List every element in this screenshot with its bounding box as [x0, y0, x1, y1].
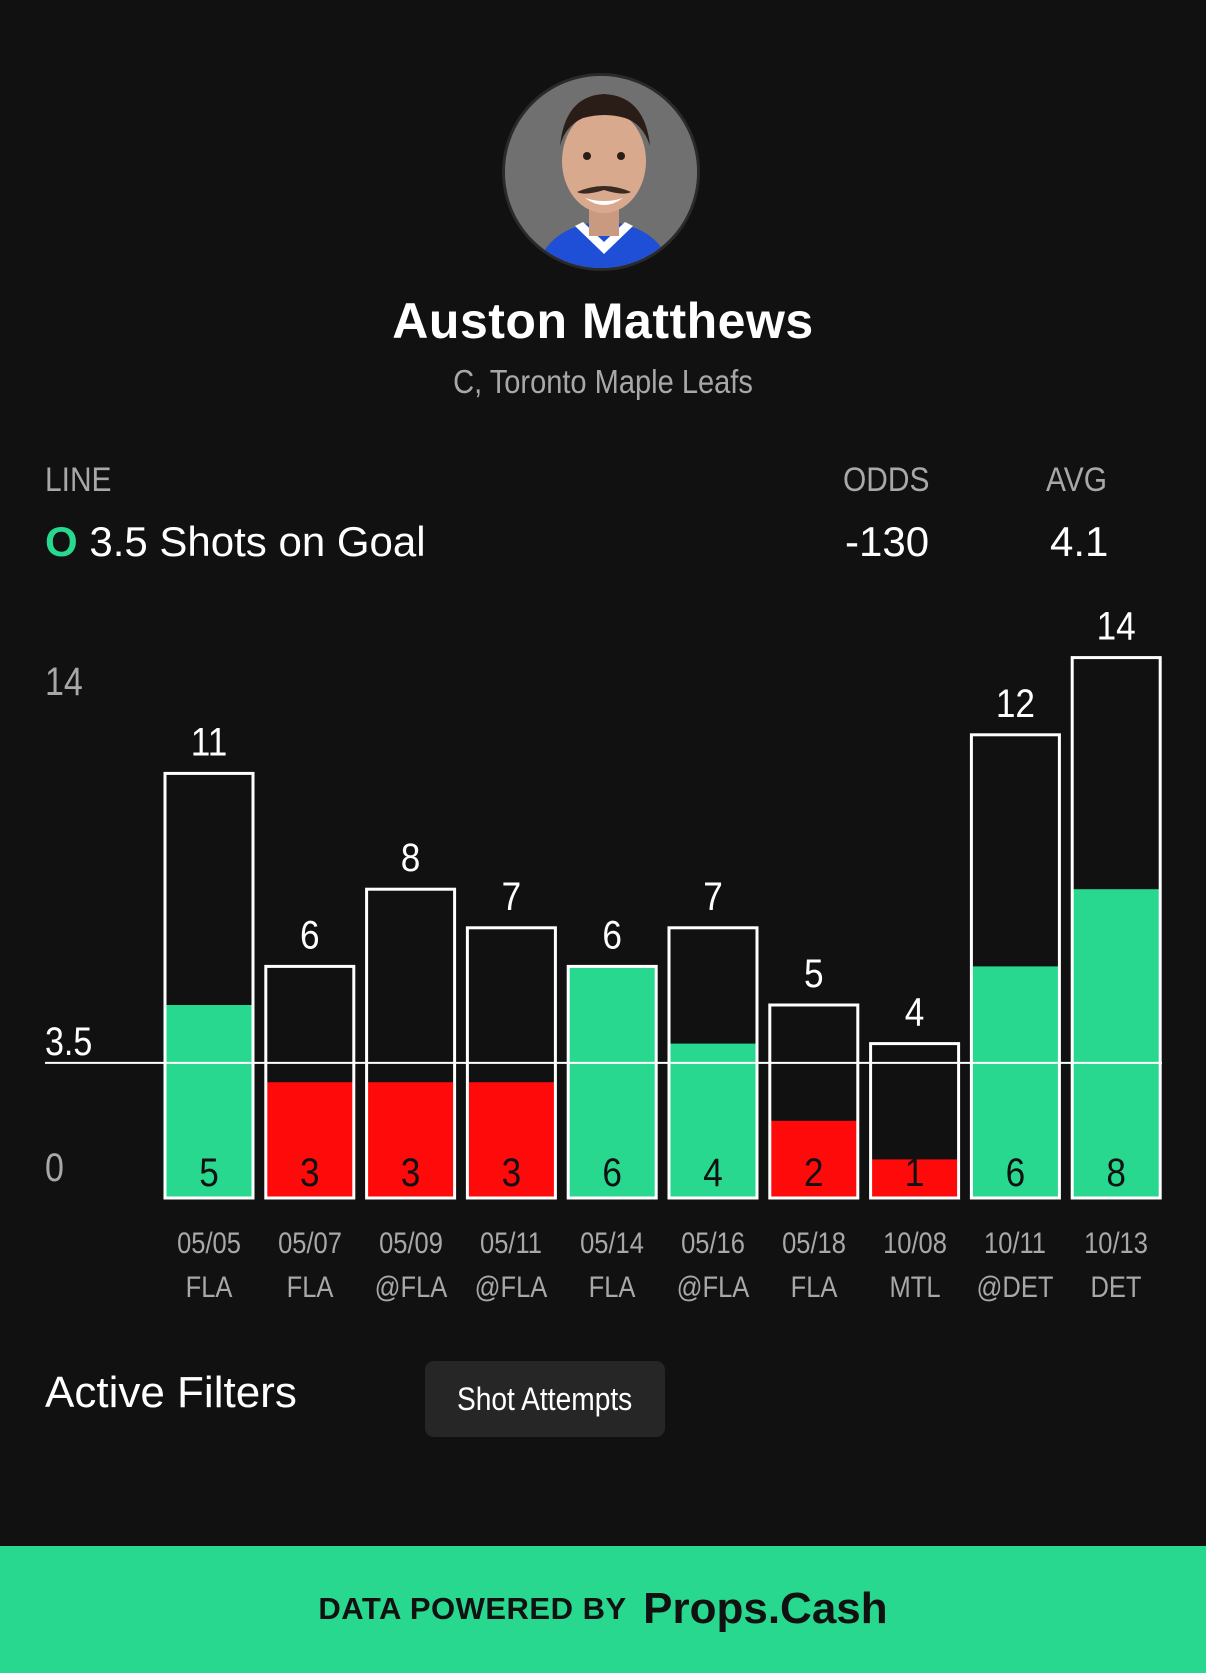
- sog-label-0: 5: [199, 1150, 219, 1195]
- odds-value: -130: [845, 518, 930, 565]
- sog-bar-1: [265, 1082, 354, 1198]
- x-label-9: 10/13 DET: [1075, 1222, 1157, 1310]
- x-label-opponent: @DET: [976, 1271, 1054, 1304]
- x-label-opponent: @FLA: [475, 1271, 548, 1304]
- player-position-team: C, Toronto Maple Leafs: [453, 363, 753, 400]
- attempts-label-7: 4: [905, 990, 925, 1035]
- attempts-label-9: 14: [1097, 604, 1136, 649]
- x-label-opponent: DET: [1090, 1271, 1142, 1304]
- sog-label-8: 6: [1006, 1150, 1026, 1195]
- x-label-opponent: MTL: [889, 1271, 941, 1304]
- x-label-date: 10/08: [882, 1227, 947, 1260]
- footer-banner: DATA POWERED BY Props.Cash: [0, 1546, 1206, 1673]
- sog-label-5: 4: [703, 1150, 723, 1195]
- sog-label-3: 3: [502, 1150, 522, 1195]
- attempts-label-0: 11: [191, 719, 228, 764]
- footer-brand: Props.Cash: [643, 1584, 888, 1633]
- attempts-bar-5: [667, 926, 759, 1200]
- player-name: Auston Matthews: [392, 293, 814, 349]
- attempts-label-5: 7: [703, 874, 723, 919]
- x-label-date: 05/11: [480, 1227, 543, 1260]
- sog-label-1: 3: [300, 1150, 320, 1195]
- sog-bar-5: [669, 1043, 757, 1198]
- x-label-1: 05/07 FLA: [269, 1222, 351, 1310]
- attempts-label-4: 6: [602, 912, 622, 957]
- attempts-bar-7: [869, 1042, 961, 1200]
- attempts-bar-8: [969, 733, 1061, 1200]
- sog-label-9: 8: [1106, 1150, 1126, 1195]
- line-threshold-label: 3.5: [45, 1020, 93, 1064]
- filter-chip-shot-attempts[interactable]: Shot Attempts: [425, 1361, 665, 1437]
- odds-header: ODDS: [843, 461, 930, 499]
- x-label-date: 05/09: [378, 1227, 443, 1260]
- attempts-label-8: 12: [996, 681, 1035, 726]
- attempts-label-6: 5: [804, 951, 824, 996]
- footer-prefix: DATA POWERED BY: [318, 1591, 627, 1626]
- x-label-3: 05/11 @FLA: [471, 1222, 553, 1310]
- x-label-opponent: FLA: [790, 1271, 838, 1304]
- x-label-opponent: FLA: [286, 1271, 334, 1304]
- line-value: O 3.5 Shots on Goal: [45, 518, 426, 566]
- x-label-opponent: @FLA: [374, 1271, 447, 1304]
- y-zero-label: 0: [45, 1146, 64, 1190]
- x-label-2: 05/09 @FLA: [370, 1222, 452, 1310]
- active-filters-title: Active Filters: [45, 1368, 297, 1417]
- sog-bar-3: [467, 1082, 556, 1198]
- over-badge: O: [45, 518, 78, 565]
- attempts-label-2: 8: [401, 835, 421, 880]
- x-label-8: 10/11 @DET: [975, 1222, 1057, 1310]
- sog-bar-6: [769, 1120, 858, 1198]
- shots-bar-chart: 11 5 6 3 8 3 7 3 6 6 7 4 5 2 4 1 12 6 14 8: [45, 604, 1162, 1200]
- x-label-date: 05/18: [781, 1227, 846, 1260]
- sog-label-7: 1: [905, 1150, 925, 1195]
- avg-value: 4.1: [1050, 518, 1109, 565]
- player-avatar: [502, 73, 700, 271]
- sog-bar-2: [366, 1082, 455, 1198]
- sog-bar-0: [165, 1005, 253, 1198]
- sog-bar-4: [568, 966, 657, 1198]
- x-label-5: 05/16 @FLA: [672, 1222, 754, 1310]
- x-label-6: 05/18 FLA: [773, 1222, 855, 1310]
- x-label-date: 10/13: [1084, 1227, 1149, 1260]
- attempts-label-1: 6: [300, 912, 320, 957]
- x-label-date: 05/05: [177, 1227, 241, 1260]
- y-max-label: 14: [45, 660, 83, 704]
- attempts-bar-1: [264, 964, 356, 1200]
- x-label-7: 10/08 MTL: [874, 1222, 956, 1310]
- line-text: 3.5 Shots on Goal: [89, 518, 426, 565]
- sog-bar-7: [870, 1159, 959, 1198]
- x-label-date: 05/14: [580, 1227, 645, 1260]
- sog-label-6: 2: [804, 1150, 824, 1195]
- x-label-4: 05/14 FLA: [571, 1222, 653, 1310]
- x-label-opponent: @FLA: [676, 1271, 750, 1304]
- line-header: LINE: [45, 461, 112, 499]
- x-label-opponent: FLA: [185, 1271, 233, 1304]
- attempts-bar-9: [1070, 656, 1162, 1200]
- filter-chip-label: Shot Attempts: [457, 1381, 633, 1417]
- attempts-label-3: 7: [502, 874, 522, 919]
- attempts-bar-0: [163, 771, 255, 1200]
- sog-label-2: 3: [401, 1150, 421, 1195]
- sog-label-4: 6: [602, 1150, 622, 1195]
- sog-bar-9: [1072, 889, 1161, 1198]
- x-label-0: 05/05 FLA: [168, 1222, 250, 1310]
- sog-bar-8: [971, 966, 1060, 1198]
- x-label-date: 05/16: [681, 1227, 745, 1260]
- attempts-bar-2: [365, 887, 457, 1200]
- x-label-opponent: FLA: [588, 1271, 636, 1304]
- x-label-date: 05/07: [277, 1227, 342, 1260]
- attempts-bar-4: [566, 964, 658, 1200]
- attempts-bar-6: [768, 1003, 860, 1200]
- attempts-bar-3: [465, 926, 557, 1200]
- avg-header: AVG: [1046, 461, 1107, 499]
- x-label-date: 10/11: [984, 1227, 1047, 1260]
